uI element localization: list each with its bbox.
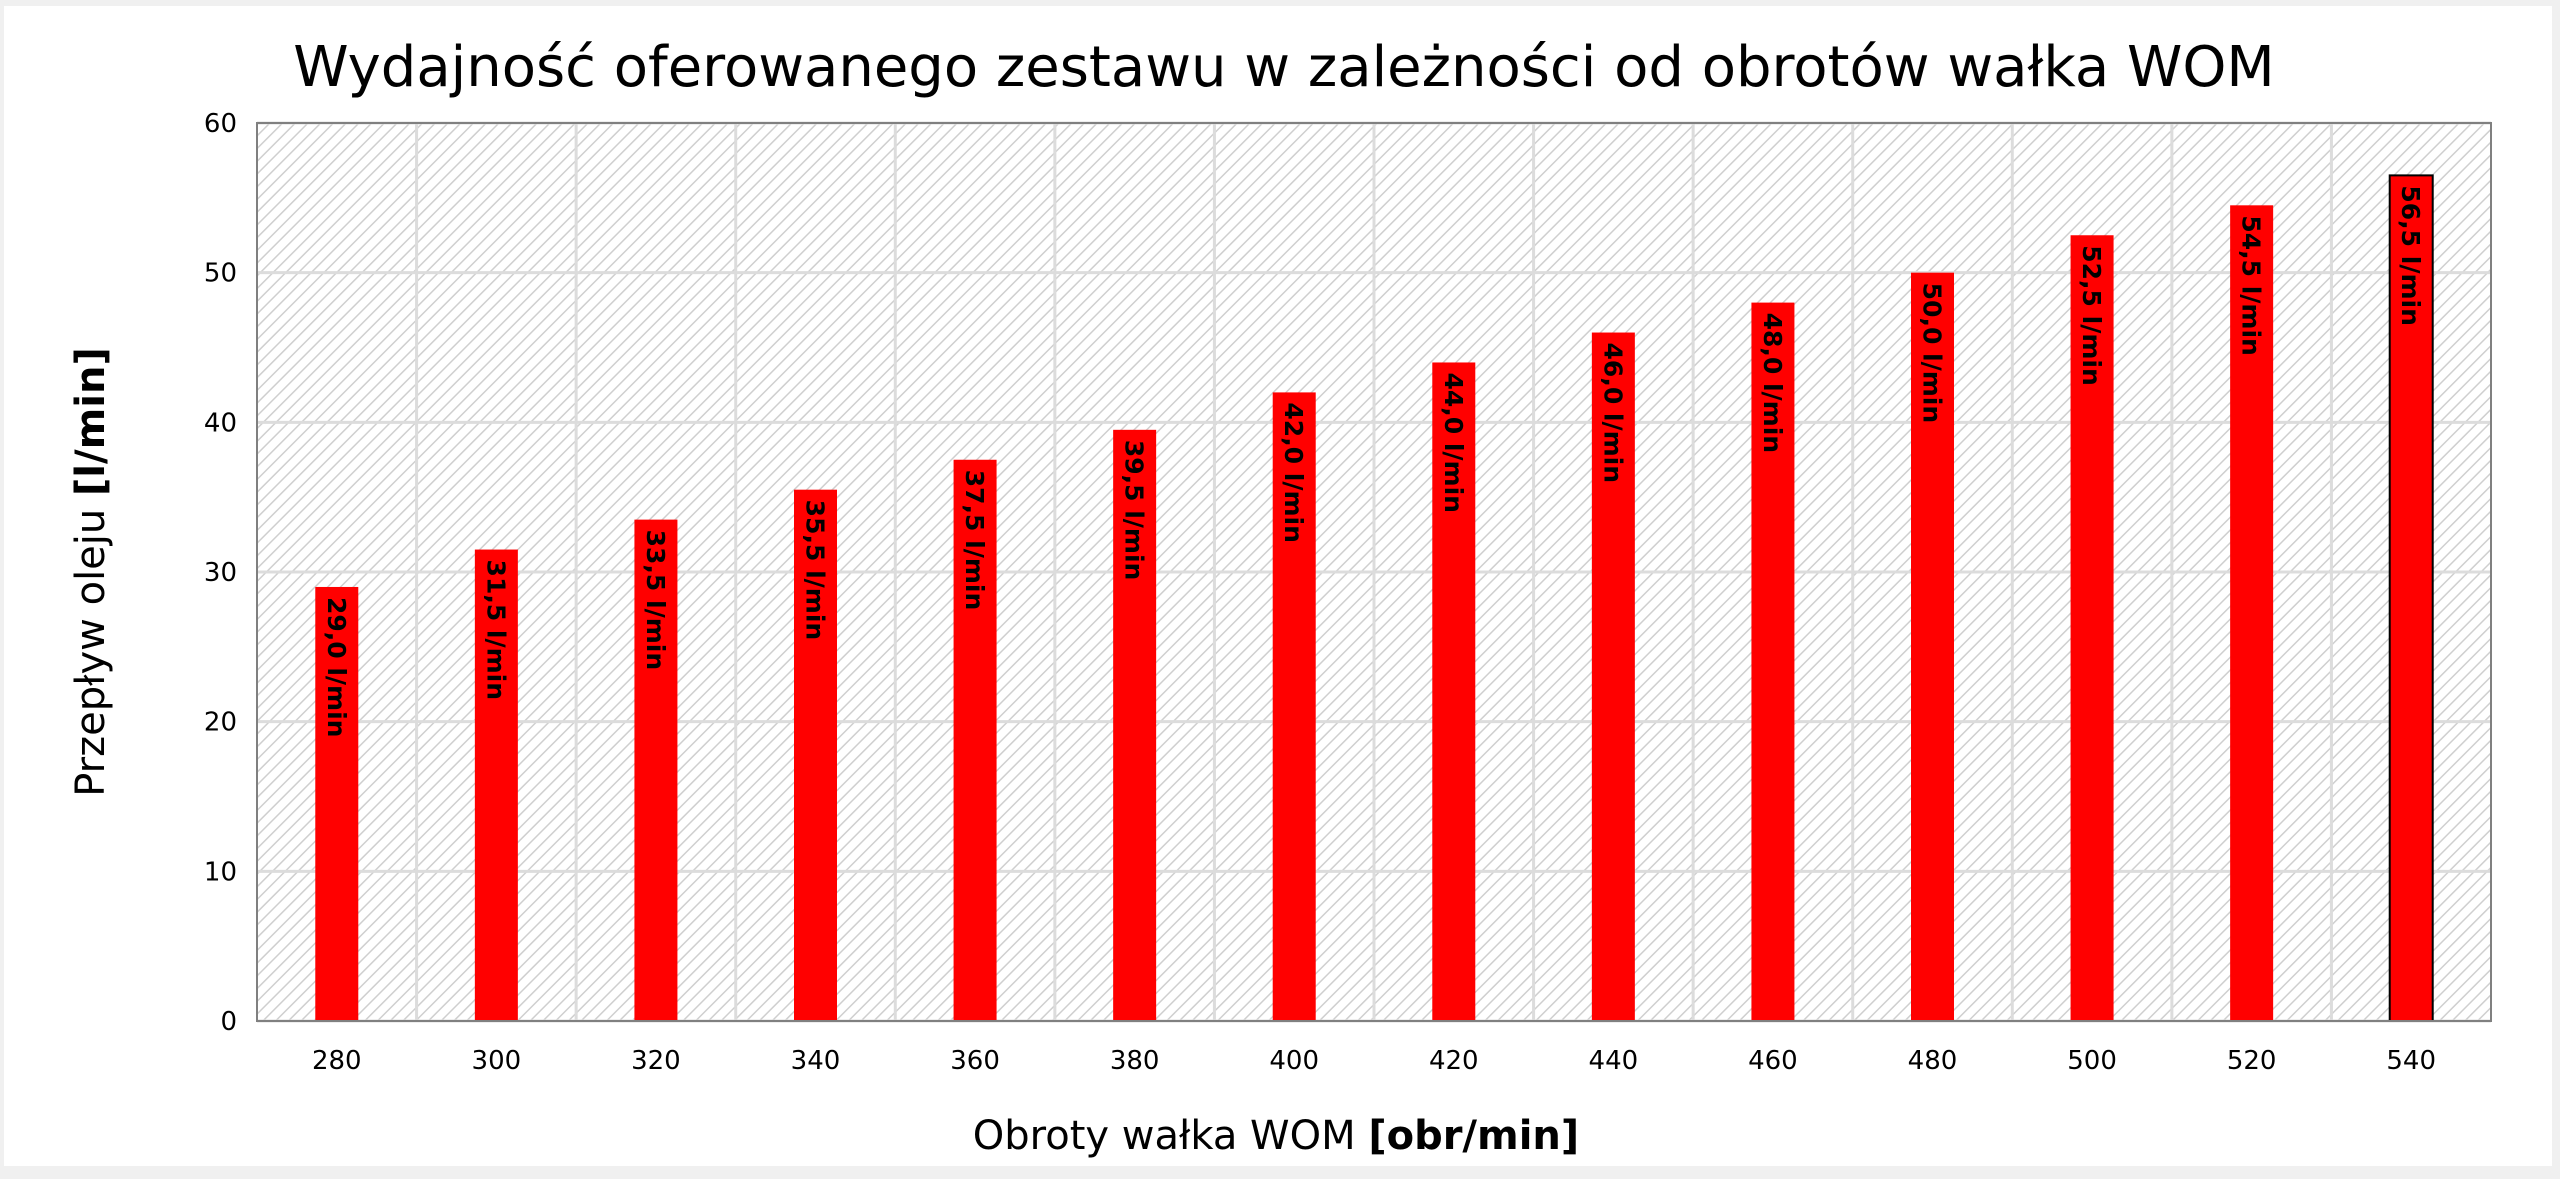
bar [1113, 429, 1157, 1022]
bar-chart: Wydajność oferowanego zestawu w zależnoś… [68, 35, 2492, 1159]
y-tick-label: 30 [204, 558, 237, 588]
y-tick-label: 10 [204, 857, 237, 887]
data-label: 54,5 l/min [2237, 215, 2266, 356]
data-label: 52,5 l/min [2077, 245, 2106, 386]
data-label: 46,0 l/min [1598, 343, 1627, 484]
data-label: 37,5 l/min [960, 470, 989, 611]
plot-border [256, 122, 2492, 1022]
chart-frame: Wydajność oferowanego zestawu w zależnoś… [4, 6, 2552, 1166]
y-tick-label: 20 [204, 708, 237, 738]
y-tick-label: 50 [204, 259, 237, 289]
x-tick-label: 460 [1748, 1046, 1798, 1076]
bar [1911, 272, 1954, 1022]
data-label: 39,5 l/min [1120, 440, 1149, 581]
x-tick-label: 380 [1110, 1046, 1160, 1076]
x-tick-label: 500 [2067, 1046, 2117, 1076]
bar [474, 549, 518, 1021]
data-label: 33,5 l/min [641, 530, 670, 671]
bar [1751, 302, 1795, 1022]
bar [1432, 362, 1476, 1021]
data-label: 44,0 l/min [1439, 372, 1468, 513]
data-label: 48,0 l/min [1758, 313, 1787, 454]
y-axis-unit: [l/min] [68, 347, 114, 496]
bar [953, 459, 997, 1021]
x-tick-label: 540 [2386, 1046, 2436, 1076]
x-tick-label: 320 [631, 1046, 681, 1076]
data-label: 50,0 l/min [1918, 283, 1947, 424]
x-tick-label: 520 [2227, 1046, 2277, 1076]
x-tick-label: 300 [472, 1046, 522, 1076]
bar [2230, 205, 2274, 1022]
data-label: 42,0 l/min [1279, 402, 1308, 543]
x-tick-label: 340 [791, 1046, 841, 1076]
data-label: 35,5 l/min [801, 500, 830, 641]
bar [2070, 235, 2114, 1021]
y-tick-label: 40 [204, 408, 237, 438]
x-tick-label: 360 [950, 1046, 1000, 1076]
bar [1591, 332, 1635, 1021]
x-axis-label: Obroty wałka WOM [973, 1113, 1356, 1159]
x-tick-label: 420 [1429, 1046, 1479, 1076]
y-tick-label: 60 [204, 109, 237, 139]
y-tick-label: 0 [220, 1007, 237, 1037]
chart-title: Wydajność oferowanego zestawu w zależnoś… [293, 35, 2274, 100]
data-label: 31,5 l/min [481, 560, 510, 701]
x-axis-unit: [obr/min] [1368, 1113, 1579, 1159]
x-axis-title: Obroty wałka WOM [obr/min] [973, 1113, 1579, 1159]
bar [1272, 392, 1316, 1021]
bar [794, 489, 837, 1021]
x-tick-label: 480 [1908, 1046, 1958, 1076]
data-label: 56,5 l/min [2396, 185, 2425, 326]
x-tick-label: 280 [312, 1046, 362, 1076]
y-axis-title: Przepływ oleju [l/min] [68, 347, 114, 796]
data-label: 29,0 l/min [322, 597, 351, 738]
x-tick-label: 440 [1589, 1046, 1639, 1076]
bar [2388, 174, 2434, 1022]
bar [634, 519, 678, 1021]
bar [315, 586, 359, 1021]
x-tick-label: 400 [1269, 1046, 1319, 1076]
y-axis-label: Przepływ oleju [68, 509, 114, 797]
